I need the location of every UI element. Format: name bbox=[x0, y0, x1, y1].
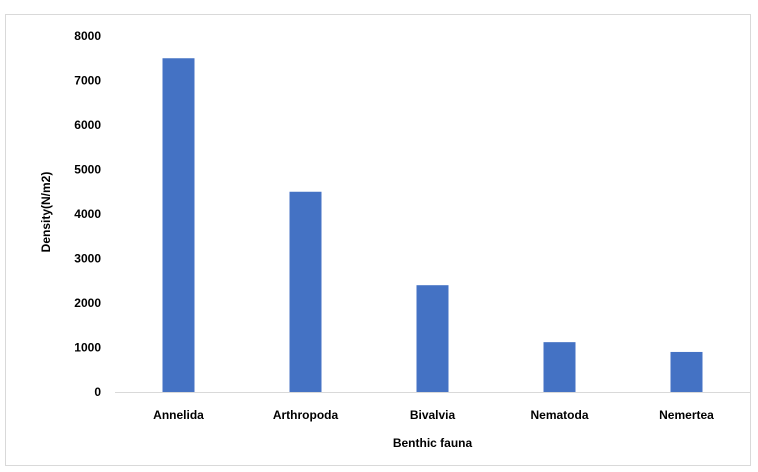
y-tick-label: 5000 bbox=[74, 163, 101, 177]
x-tick-label: Bivalvia bbox=[410, 408, 456, 422]
y-tick-label: 4000 bbox=[74, 207, 101, 221]
bar-nemertea bbox=[670, 351, 703, 392]
y-axis-title: Density(N/m2) bbox=[39, 172, 53, 253]
bar-annelida bbox=[162, 58, 195, 392]
y-tick-label: 7000 bbox=[74, 74, 101, 88]
x-tick-label: Nemertea bbox=[659, 408, 714, 422]
bar-nematoda bbox=[543, 342, 576, 392]
x-axis-ticks: Annelida Arthropoda Bivalvia Nematoda Nemert… bbox=[153, 408, 714, 422]
y-tick-label: 8000 bbox=[74, 29, 101, 43]
bars bbox=[162, 58, 703, 392]
x-tick-label: Annelida bbox=[153, 408, 204, 422]
bar-arthropoda bbox=[289, 191, 322, 392]
y-tick-label: 2000 bbox=[74, 296, 101, 310]
y-axis-ticks: 0 1000 2000 3000 4000 5000 6000 7000 8000 bbox=[74, 29, 101, 399]
y-tick-label: 6000 bbox=[74, 118, 101, 132]
x-tick-label: Arthropoda bbox=[273, 408, 339, 422]
chart-frame bbox=[5, 14, 751, 466]
y-tick-label: 1000 bbox=[74, 341, 101, 355]
x-axis-title: Benthic fauna bbox=[393, 436, 473, 450]
x-tick-label: Nematoda bbox=[530, 408, 588, 422]
bar-bivalvia bbox=[416, 285, 449, 392]
y-tick-label: 0 bbox=[94, 385, 101, 399]
y-tick-label: 3000 bbox=[74, 252, 101, 266]
